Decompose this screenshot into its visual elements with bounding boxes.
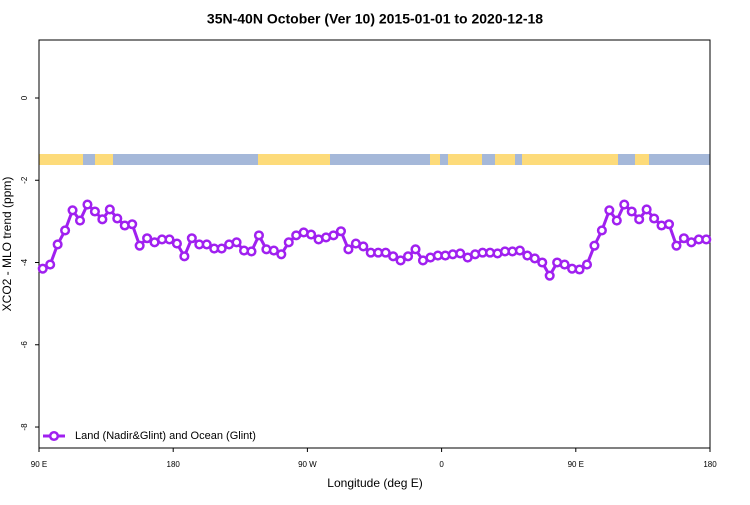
data-point [701,234,712,245]
data-point [45,259,56,270]
x-tick-label: 90 E [568,460,584,469]
data-point [611,215,622,226]
data-point [395,255,406,266]
data-point [581,259,593,270]
data-point [37,263,48,274]
data-point [619,199,630,210]
chart-title: 35N-40N October (Ver 10) 2015-01-01 to 2… [207,11,543,27]
data-point [358,241,369,252]
y-axis-label: XCO2 - MLO trend (ppm) [0,177,14,312]
y-tick-label: -8 [20,423,29,431]
x-axis-label: Longitude (deg E) [327,476,422,490]
data-point [216,243,227,254]
data-point [544,270,555,281]
y-tick-label: -2 [20,176,29,184]
plot-frame [38,39,711,449]
data-point [559,259,570,270]
data-point [276,249,287,260]
data-point [641,204,652,215]
data-point [514,245,525,256]
x-tick-label: 180 [167,460,181,469]
data-point [268,245,279,256]
x-tick-label: 90 W [298,460,317,469]
data-point [604,205,615,216]
data-point [537,257,548,268]
data-point [142,233,153,244]
data-point [343,244,354,255]
data-point [634,214,645,225]
data-point [82,199,93,210]
data-point [74,215,86,226]
legend-label: Land (Nadir&Glint) and Ocean (Glint) [75,430,256,442]
data-point [246,246,257,257]
series-line [42,202,707,279]
data-point [67,205,78,216]
x-tick-label: 90 E [31,460,47,469]
data-point [52,239,63,250]
x-tick-label: 0 [439,460,444,469]
data-point [663,219,675,230]
data-point [306,229,317,240]
data-point [164,234,175,245]
data-point [596,225,607,236]
data-point [529,253,540,264]
data-point [678,233,689,244]
data-point [455,248,466,259]
data-point [328,230,339,241]
data-point [388,251,399,262]
land-ocean-strip [39,154,710,165]
data-point [60,225,71,236]
data-point [589,240,600,251]
data-point [253,230,264,241]
data-point [335,226,347,237]
data-point [649,213,660,224]
data-point [89,206,100,217]
y-tick-label: 0 [20,95,29,100]
data-point [97,214,108,225]
data-point [403,251,414,262]
data-point [626,206,637,217]
data-point [112,213,123,224]
data-point [231,237,242,248]
y-tick-label: -6 [20,341,29,349]
data-point [574,264,585,275]
data-point [179,251,190,262]
y-tick-label: -4 [20,258,29,266]
data-point [186,233,197,244]
data-point [201,239,212,250]
data-point [104,204,115,215]
legend-marker [48,430,60,442]
data-point [671,240,682,251]
data-point [171,238,182,249]
data-point [127,219,138,230]
x-tick-label: 180 [703,460,717,469]
data-point [134,240,145,251]
data-point [410,244,421,255]
data-point [283,237,294,248]
data-point [380,247,391,258]
